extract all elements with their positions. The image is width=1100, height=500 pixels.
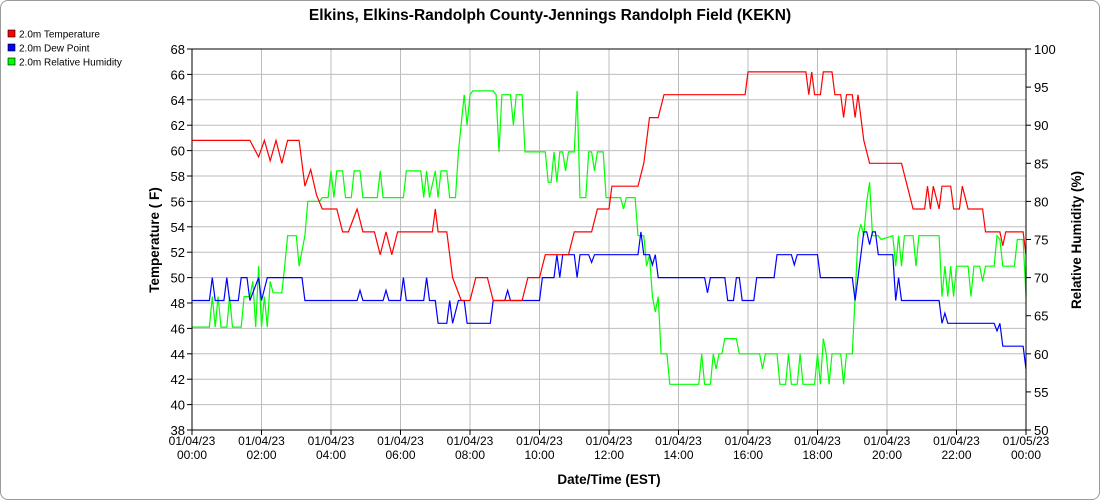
x-tick-label-date: 01/04/23	[794, 434, 841, 448]
x-tick-label-date: 01/04/23	[447, 434, 494, 448]
x-tick-label-time: 16:00	[733, 448, 763, 462]
y-tick-label-left: 48	[171, 296, 185, 311]
y-tick-label-left: 46	[171, 321, 185, 336]
x-tick-label-date: 01/04/23	[238, 434, 285, 448]
x-tick-label-date: 01/04/23	[377, 434, 424, 448]
axis-ticks: 38 40 42 44 46 48 50 52 54 56 58 60 62 64 66 68 50 55 60 65…	[169, 42, 1056, 462]
legend-label-dew-point: 2.0m Dew Point	[19, 44, 90, 55]
y-tick-label-right: 70	[1034, 271, 1048, 286]
y-tick-label-left: 52	[171, 245, 185, 260]
legend-label-temperature: 2.0m Temperature	[19, 30, 100, 41]
y-tick-label-left: 68	[171, 42, 185, 57]
y-tick-label-right: 60	[1034, 347, 1048, 362]
x-tick-label-time: 04:00	[316, 448, 346, 462]
x-tick-label-time: 00:00	[177, 448, 207, 462]
y-tick-label-right: 50	[1034, 423, 1048, 438]
y-tick-label-left: 64	[171, 93, 185, 108]
y-tick-label-left: 44	[171, 347, 185, 362]
x-tick-label-time: 08:00	[455, 448, 485, 462]
legend: 2.0m Temperature 2.0m Dew Point 2.0m Rel…	[7, 29, 122, 69]
x-tick-label-time: 14:00	[663, 448, 693, 462]
series-line-relative-humidity	[192, 90, 1027, 385]
x-tick-label-time: 02:00	[246, 448, 276, 462]
y-tick-label-left: 56	[171, 194, 185, 209]
y-tick-label-right: 75	[1034, 233, 1048, 248]
y-tick-label-left: 60	[171, 144, 185, 159]
x-tick-label-date: 01/04/23	[864, 434, 911, 448]
y-tick-label-right: 85	[1034, 156, 1048, 171]
x-tick-label-date: 01/04/23	[933, 434, 980, 448]
x-tick-label-date: 01/04/23	[169, 434, 216, 448]
legend-swatch-dew-point	[7, 43, 16, 52]
legend-label-relative-humidity: 2.0m Relative Humidity	[19, 58, 122, 69]
x-tick-label-date: 01/05/23	[1003, 434, 1050, 448]
grid-lines	[191, 48, 1027, 431]
x-tick-label-date: 01/04/23	[655, 434, 702, 448]
y-tick-label-left: 58	[171, 169, 185, 184]
series-line-dew-point	[192, 231, 1027, 370]
x-tick-label-time: 22:00	[941, 448, 971, 462]
y-tick-label-left: 50	[171, 271, 185, 286]
x-tick-label-date: 01/04/23	[725, 434, 772, 448]
y-tick-label-left: 38	[171, 423, 185, 438]
x-tick-label-date: 01/04/23	[308, 434, 355, 448]
series-line-temperature	[192, 71, 1027, 302]
y-tick-label-right: 80	[1034, 194, 1048, 209]
series-lines	[192, 71, 1027, 385]
y-tick-label-left: 62	[171, 118, 185, 133]
chart-title: Elkins, Elkins-Randolph County-Jennings …	[309, 7, 791, 24]
y-tick-label-left: 66	[171, 67, 185, 82]
legend-swatch-temperature	[7, 29, 16, 38]
y-tick-label-right: 55	[1034, 385, 1048, 400]
x-tick-label-date: 01/04/23	[516, 434, 563, 448]
x-tick-label-date: 01/04/23	[586, 434, 633, 448]
x-tick-label-time: 12:00	[594, 448, 624, 462]
x-tick-label-time: 06:00	[385, 448, 415, 462]
x-tick-label-time: 20:00	[872, 448, 902, 462]
y-tick-label-right: 90	[1034, 118, 1048, 133]
y-axis-label-left: Temperature ( F)	[147, 187, 162, 293]
y-axis-label-right: Relative Humidity (%)	[1069, 171, 1084, 309]
x-axis-label: Date/Time (EST)	[557, 472, 660, 487]
x-tick-label-time: 18:00	[802, 448, 832, 462]
y-tick-label-right: 65	[1034, 309, 1048, 324]
y-tick-label-right: 100	[1034, 42, 1056, 57]
legend-swatch-relative-humidity	[7, 57, 16, 66]
y-tick-label-left: 40	[171, 398, 185, 413]
y-tick-label-right: 95	[1034, 80, 1048, 95]
y-tick-label-left: 54	[171, 220, 185, 235]
x-tick-label-time: 00:00	[1011, 448, 1041, 462]
y-tick-label-left: 42	[171, 372, 185, 387]
x-tick-label-time: 10:00	[524, 448, 554, 462]
